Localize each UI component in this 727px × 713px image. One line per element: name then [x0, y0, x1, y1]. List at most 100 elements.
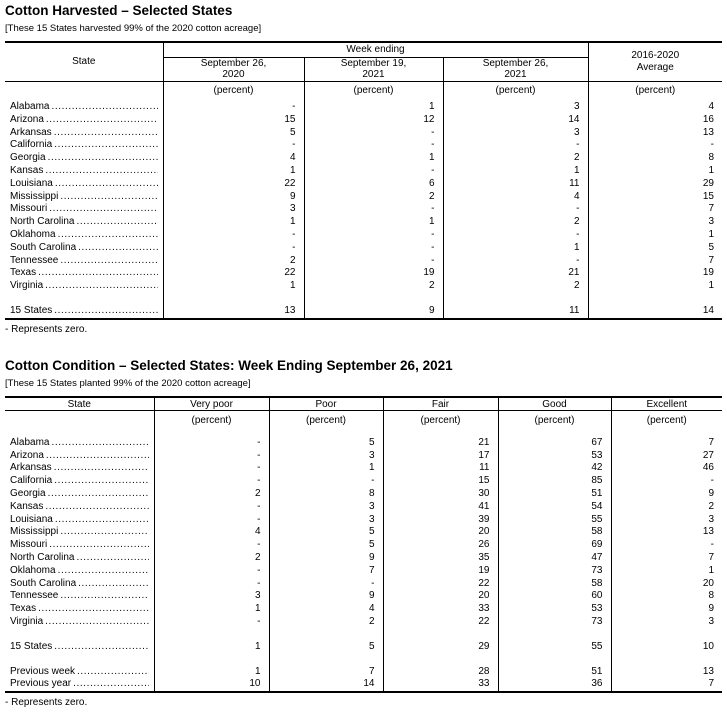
spacer-cell	[610, 653, 722, 666]
value-cell: 85	[497, 475, 611, 488]
value-cell: 11	[382, 462, 498, 476]
value-cell: 51	[497, 665, 611, 679]
value-cell: -	[587, 139, 722, 153]
value-cell: 3	[610, 513, 722, 527]
state-label: 15 States	[10, 304, 53, 316]
state-cell: South Carolina .........................…	[5, 578, 154, 591]
state-cell: Arizona ................................…	[5, 114, 163, 127]
state-cell: Arkansas ...............................…	[5, 462, 154, 475]
state-label: Louisiana	[10, 513, 53, 525]
table-row: Virginia ...............................…	[5, 615, 722, 629]
table-row: Georgia ................................…	[5, 152, 722, 165]
spacer-cell	[5, 293, 163, 305]
spacer-cell	[610, 628, 722, 641]
value-cell: 73	[497, 564, 611, 578]
leader-dots: ........................................…	[45, 164, 157, 176]
table-row: Kansas .................................…	[5, 500, 722, 514]
value-cell: 53	[497, 603, 611, 616]
spacer-cell	[162, 292, 304, 305]
table-row: Texas ..................................…	[5, 267, 722, 281]
value-cell: 5	[268, 526, 383, 540]
spacer-cell	[268, 653, 383, 666]
leader-dots: ........................................…	[51, 436, 148, 448]
table-row: Kansas .................................…	[5, 164, 722, 178]
state-cell: North Carolina .........................…	[5, 552, 154, 565]
value-cell: 33	[382, 603, 498, 616]
value-cell: 2	[303, 190, 443, 204]
state-cell: Tennessee ..............................…	[5, 255, 163, 268]
spacer-row	[5, 653, 722, 666]
state-cell: Previous year ..........................…	[5, 678, 154, 692]
table-row: Previous year ..........................…	[5, 678, 722, 693]
state-cell: California .............................…	[5, 139, 163, 152]
leader-dots: ........................................…	[54, 177, 158, 189]
column-header-very-poor: Very poor	[153, 396, 269, 411]
leader-dots: ........................................…	[76, 216, 158, 228]
value-cell: 5	[162, 126, 304, 140]
state-label: 15 States	[10, 640, 53, 652]
table-row: Missouri ...............................…	[5, 203, 722, 217]
value-cell: 22	[382, 577, 498, 591]
leader-dots: ........................................…	[76, 551, 148, 563]
value-cell: 3	[268, 500, 383, 514]
table-row: Louisiana ..............................…	[5, 513, 722, 527]
value-cell: 60	[497, 590, 611, 604]
state-label: Georgia	[10, 152, 46, 164]
value-cell: 58	[497, 577, 611, 591]
leader-dots: ........................................…	[51, 101, 157, 112]
leader-dots: ........................................…	[49, 539, 148, 551]
table-row: Previous week ..........................…	[5, 665, 722, 679]
value-cell: 35	[382, 551, 498, 565]
value-cell: 21	[442, 267, 588, 281]
leader-dots: ........................................…	[47, 152, 158, 164]
condition-title: Cotton Condition – Selected States: Week…	[5, 357, 453, 373]
value-cell: 33	[382, 678, 498, 693]
state-cell: Previous week ..........................…	[5, 666, 154, 679]
state-label: Virginia	[10, 280, 44, 292]
value-cell: 3	[268, 449, 383, 463]
spacer-row	[5, 292, 722, 305]
value-cell: 3	[153, 590, 269, 604]
value-cell: 1	[587, 164, 722, 178]
value-cell: 1	[153, 603, 269, 616]
value-cell: 9	[610, 603, 722, 616]
leader-dots: ........................................…	[60, 590, 149, 602]
unit-cell: (percent)	[382, 410, 498, 437]
table-row: California .............................…	[5, 139, 722, 153]
table-row: Arkansas ...............................…	[5, 126, 722, 140]
value-cell: -	[153, 564, 269, 578]
state-cell: Louisiana ..............................…	[5, 514, 154, 527]
condition-footnote: - Represents zero.	[5, 697, 88, 709]
unit-cell: (percent)	[587, 80, 722, 101]
table-row: Mississippi ............................…	[5, 190, 722, 204]
spacer-cell	[303, 292, 443, 305]
state-cell: Virginia ...............................…	[5, 616, 154, 629]
value-cell: 13	[587, 126, 722, 140]
spacer-cell	[442, 292, 588, 305]
state-cell: North Carolina .........................…	[5, 216, 163, 229]
column-header-good: Good	[497, 396, 611, 411]
value-cell: 10	[153, 678, 269, 693]
value-cell: 3	[442, 126, 588, 140]
state-cell: Tennessee ..............................…	[5, 590, 154, 603]
harvested-header-row-1: State Week ending 2016-2020 Average	[5, 42, 722, 81]
state-cell: Mississippi ............................…	[5, 526, 154, 539]
state-label: Texas	[10, 267, 37, 279]
value-cell: 1	[303, 216, 443, 229]
value-cell: -	[442, 139, 588, 153]
harvested-title: Cotton Harvested – Selected States	[5, 3, 233, 18]
value-cell: 1	[162, 164, 304, 178]
value-cell: 1	[610, 564, 722, 578]
value-cell: 7	[268, 665, 383, 679]
condition-table: State Very poor Poor Fair Good Excellent…	[5, 395, 722, 694]
value-cell: 1	[442, 164, 588, 178]
value-cell: 1	[162, 216, 304, 229]
value-cell: 2	[153, 487, 269, 501]
state-label: Mississippi	[10, 526, 59, 538]
unit-cell-empty	[5, 80, 163, 101]
value-cell: 2	[268, 615, 383, 629]
state-label: Alabama	[10, 436, 50, 448]
state-label: Kansas	[10, 500, 44, 512]
leader-dots: ........................................…	[45, 449, 149, 461]
